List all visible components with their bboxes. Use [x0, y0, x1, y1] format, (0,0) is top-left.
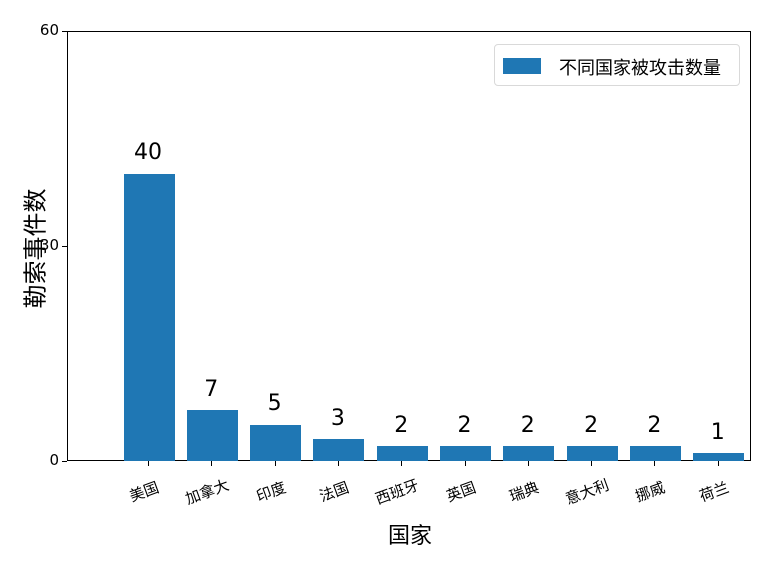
x-tick-label: 西班牙: [373, 475, 422, 509]
x-tick-label: 加拿大: [183, 475, 232, 509]
bar: [250, 424, 302, 461]
y-tick-label: 0: [49, 451, 59, 469]
bar-value-label: 2: [647, 412, 662, 438]
bar-value-label: 3: [330, 405, 345, 431]
x-tick: [717, 461, 719, 466]
x-tick-label: 意大利: [563, 475, 612, 509]
x-tick: [211, 461, 213, 466]
bar: [693, 453, 745, 461]
bar: [629, 446, 681, 461]
bar: [376, 446, 428, 461]
x-tick: [148, 461, 149, 466]
bar-value-label: 2: [394, 412, 409, 438]
y-tick: [62, 31, 67, 32]
bar: [123, 173, 175, 461]
x-tick: [274, 461, 276, 466]
plot-area: [67, 31, 751, 461]
y-tick-label: 30: [39, 236, 59, 254]
x-tick-label: 挪威: [633, 478, 668, 506]
x-tick-label: 法国: [316, 478, 352, 506]
bar-value-label: 2: [520, 412, 535, 438]
bar-value-label: 1: [710, 419, 725, 445]
x-tick: [591, 461, 593, 466]
y-tick: [62, 246, 67, 247]
legend-swatch: [503, 58, 541, 74]
x-tick-label: 美国: [126, 478, 162, 506]
x-tick: [464, 461, 466, 466]
bar-value-label: 2: [584, 412, 599, 438]
bar-value-label: 5: [267, 391, 282, 417]
bar-value-label: 2: [457, 412, 472, 438]
x-tick-label: 英国: [443, 478, 478, 506]
y-tick-label: 60: [39, 21, 59, 39]
bar: [440, 446, 491, 461]
legend: 不同国家被攻击数量: [494, 44, 740, 86]
x-tick: [527, 461, 529, 466]
x-tick: [401, 461, 403, 466]
bar-value-label: 7: [204, 376, 219, 402]
x-tick-label: 瑞典: [506, 478, 542, 506]
bar: [503, 446, 555, 461]
x-tick: [337, 461, 339, 466]
x-axis-label: 国家: [387, 524, 432, 549]
bar-value-label: 40: [134, 140, 162, 166]
bar: [186, 410, 238, 461]
y-tick: [62, 461, 67, 462]
x-tick-label: 印度: [253, 478, 288, 506]
x-tick-label: 荷兰: [696, 478, 732, 506]
bar: [313, 439, 365, 461]
x-tick: [654, 461, 656, 466]
bar: [566, 446, 618, 461]
legend-label: 不同国家被攻击数量: [559, 58, 721, 79]
